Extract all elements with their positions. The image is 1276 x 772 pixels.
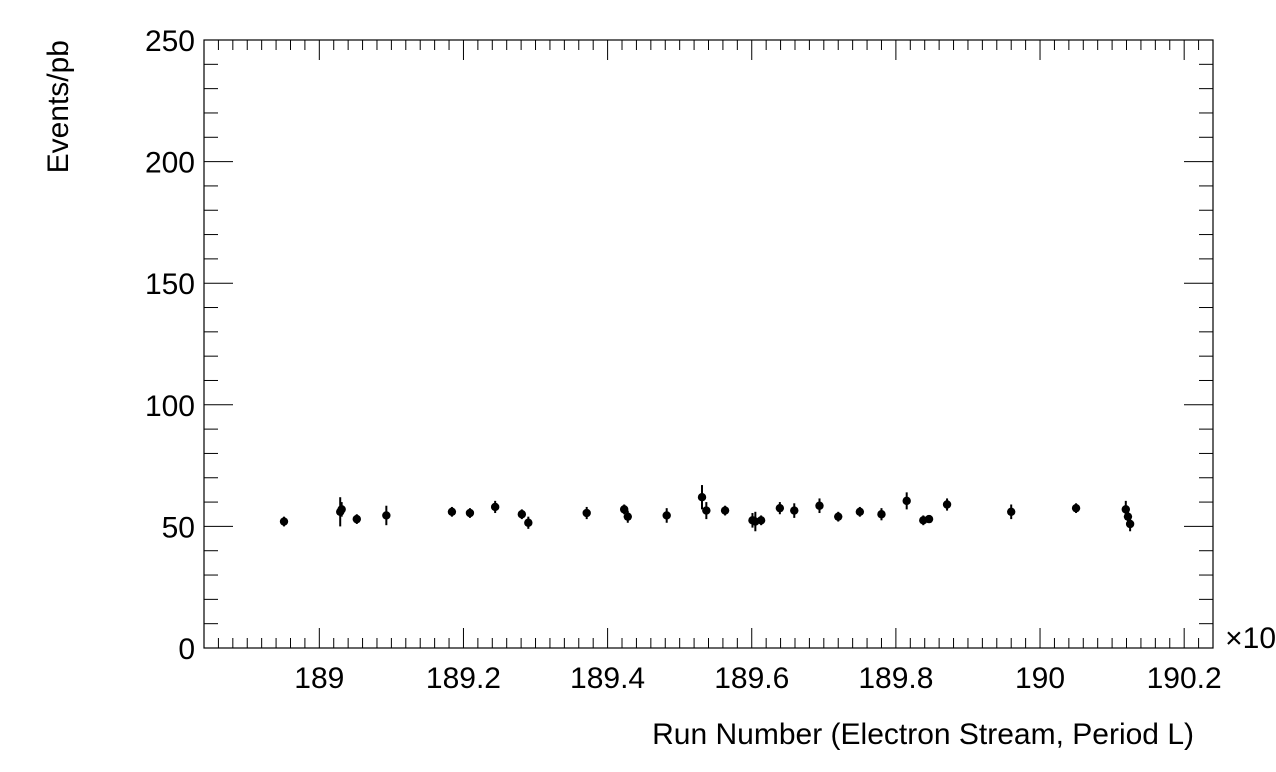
x-tick-label: 189.6 xyxy=(714,662,789,695)
data-point xyxy=(834,511,843,522)
point-marker xyxy=(623,512,632,521)
data-point xyxy=(924,514,934,524)
y-axis-tick-labels: 0 50 100 150 200 250 xyxy=(145,25,195,666)
point-marker xyxy=(924,514,934,524)
x-axis-title: Run Number (Electron Stream, Period L) xyxy=(652,718,1194,751)
point-marker xyxy=(775,503,785,513)
x-tick-label: 189.2 xyxy=(426,662,501,695)
point-marker xyxy=(702,506,711,515)
point-marker xyxy=(352,514,361,524)
y-tick-label: 250 xyxy=(145,25,195,58)
point-marker xyxy=(382,511,391,520)
data-point xyxy=(623,510,632,523)
x-axis-ticks xyxy=(203,40,1214,648)
data-point xyxy=(352,514,361,524)
data-point xyxy=(775,502,785,515)
point-marker xyxy=(279,517,289,526)
point-marker xyxy=(465,508,475,518)
x-tick-label: 189.8 xyxy=(858,662,933,695)
data-point xyxy=(877,508,886,521)
data-point xyxy=(720,505,730,516)
point-marker xyxy=(1125,519,1135,529)
y-tick-label: 200 xyxy=(145,147,195,180)
data-point xyxy=(490,500,500,514)
point-marker xyxy=(790,506,799,515)
data-point xyxy=(447,506,457,517)
point-marker xyxy=(815,501,824,510)
data-point xyxy=(465,508,475,518)
y-tick-label: 50 xyxy=(162,511,195,544)
data-point xyxy=(1125,516,1135,532)
x-axis-multiplier: ×10 xyxy=(1225,622,1276,655)
data-point xyxy=(902,492,911,510)
data-point xyxy=(855,506,865,517)
point-marker xyxy=(662,511,671,520)
point-marker xyxy=(447,507,457,517)
data-point xyxy=(942,498,952,511)
point-marker xyxy=(834,512,843,521)
data-point xyxy=(756,515,766,526)
point-marker xyxy=(877,510,886,519)
x-tick-label: 190 xyxy=(1015,662,1065,695)
y-axis-title: Events/pb xyxy=(42,40,75,173)
plot-frame xyxy=(203,39,1214,649)
data-point xyxy=(702,502,711,520)
point-marker xyxy=(1071,503,1081,513)
point-marker xyxy=(855,507,865,517)
data-point xyxy=(619,504,629,515)
point-marker xyxy=(337,505,346,514)
data-point xyxy=(1071,503,1081,514)
x-tick-label: 190.2 xyxy=(1147,662,1222,695)
x-tick-label: 189 xyxy=(294,662,344,695)
data-point xyxy=(697,485,707,510)
data-point xyxy=(524,516,533,529)
y-tick-label: 0 xyxy=(178,633,195,666)
point-marker xyxy=(756,516,766,525)
data-point xyxy=(337,502,346,517)
point-marker xyxy=(490,502,500,512)
point-marker xyxy=(1007,507,1016,517)
data-point xyxy=(582,506,591,520)
y-tick-label: 100 xyxy=(145,390,195,423)
data-point xyxy=(815,498,824,514)
point-marker xyxy=(902,496,911,506)
data-point xyxy=(279,516,289,527)
y-axis-ticks xyxy=(204,39,1213,649)
point-marker xyxy=(582,508,591,518)
point-marker xyxy=(619,505,629,514)
point-marker xyxy=(697,493,707,502)
y-tick-label: 150 xyxy=(145,268,195,301)
point-marker xyxy=(720,506,730,515)
data-points xyxy=(279,485,1135,532)
x-axis-tick-labels: 189 189.2 189.4 189.6 189.8 190 190.2 xyxy=(294,662,1221,695)
data-point xyxy=(662,508,671,523)
point-marker xyxy=(517,510,527,519)
data-point xyxy=(517,509,527,520)
point-marker xyxy=(524,518,533,527)
x-tick-label: 189.4 xyxy=(570,662,645,695)
data-point xyxy=(382,505,391,526)
data-point xyxy=(1007,504,1016,520)
point-marker xyxy=(942,500,952,509)
data-point xyxy=(790,503,799,518)
